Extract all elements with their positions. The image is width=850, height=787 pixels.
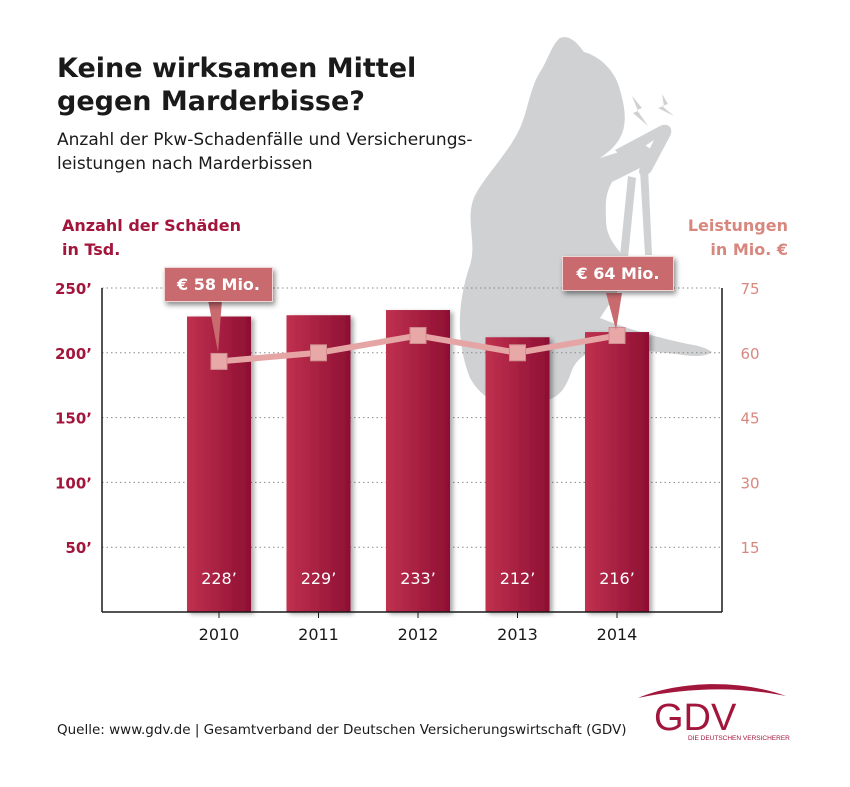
left-tick-label: 50’ (65, 539, 92, 557)
bar (286, 315, 351, 612)
title-line-1: Keine wirksamen Mittel (57, 53, 417, 84)
bar (585, 332, 649, 612)
bar (485, 337, 550, 612)
left-tick-label: 200’ (55, 345, 92, 363)
callout-pointer-last (606, 293, 622, 330)
x-tick-label: 2012 (398, 625, 439, 644)
left-axis-title-line-2: in Tsd. (62, 240, 121, 259)
right-tick-label: 30 (740, 474, 759, 492)
subtitle-line-1: Anzahl der Pkw-Schadenfälle und Versiche… (57, 130, 473, 150)
right-tick-label: 15 (740, 539, 759, 557)
x-tick-label: 2014 (597, 625, 638, 644)
title-line-2: gegen Marderbisse? (57, 86, 365, 117)
right-tick-label: 75 (740, 280, 759, 298)
left-axis-title-line-1: Anzahl der Schäden (62, 216, 241, 235)
left-tick-label: 250’ (55, 280, 92, 298)
marten-silhouette-icon (459, 37, 712, 402)
callout-pointer-first (208, 300, 222, 352)
payout-point (310, 344, 327, 362)
left-tick-label: 150’ (55, 410, 92, 428)
bar-value-label: 233’ (400, 569, 436, 588)
gdv-logo: GDV DIE DEUTSCHEN VERSICHERER (638, 684, 790, 742)
right-tick-label: 60 (740, 345, 759, 363)
right-axis-title-line-2: in Mio. € (710, 240, 788, 259)
logo-text: GDV (654, 697, 737, 739)
right-axis-title: Leistungen in Mio. € (688, 214, 788, 262)
subtitle-line-2: leistungen nach Marderbissen (57, 154, 313, 174)
bar-value-label: 229’ (301, 569, 337, 588)
callout-first-value: € 58 Mio. (164, 267, 273, 302)
x-tick-label: 2010 (199, 625, 240, 644)
bar-value-label: 216’ (599, 569, 635, 588)
chart-title: Keine wirksamen Mittel gegen Marderbisse… (57, 52, 416, 118)
left-tick-label: 100’ (55, 474, 92, 492)
x-tick-label: 2011 (298, 625, 339, 644)
right-axis-title-line-1: Leistungen (687, 216, 788, 235)
chart-subtitle: Anzahl der Pkw-Schadenfälle und Versiche… (57, 128, 472, 176)
bar-value-label: 228’ (201, 569, 237, 588)
payout-point (608, 327, 626, 345)
payout-point (210, 352, 228, 370)
right-tick-label: 45 (740, 410, 759, 428)
payout-point (409, 327, 427, 345)
source-note: Quelle: www.gdv.de | Gesamtverband der D… (57, 722, 627, 738)
x-tick-label: 2013 (497, 625, 538, 644)
payout-point (509, 344, 526, 362)
lightning-icon (632, 94, 674, 126)
bar-value-label: 212’ (500, 569, 536, 588)
callout-last-value: € 64 Mio. (562, 256, 674, 291)
bar (386, 310, 450, 612)
left-axis-title: Anzahl der Schäden in Tsd. (62, 214, 241, 262)
logo-tagline: DIE DEUTSCHEN VERSICHERER (688, 735, 790, 742)
